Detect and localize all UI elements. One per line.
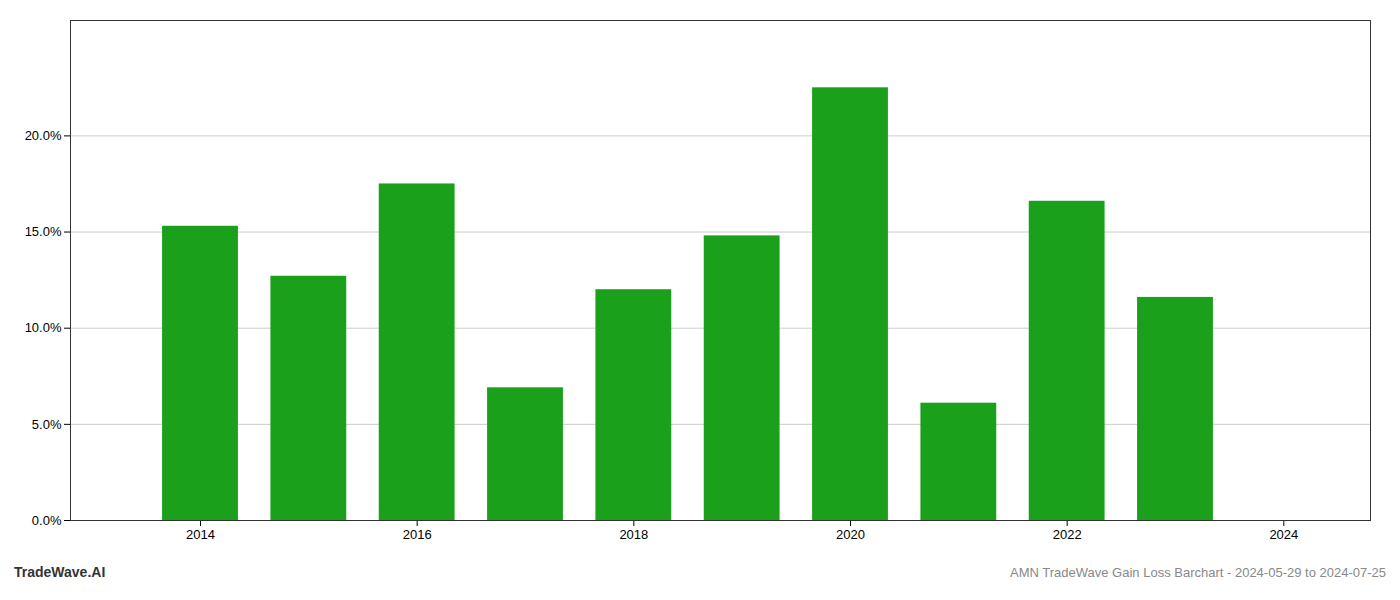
svg-text:2018: 2018: [619, 527, 648, 542]
svg-text:15.0%: 15.0%: [25, 224, 62, 239]
svg-text:2014: 2014: [186, 527, 215, 542]
svg-text:2022: 2022: [1053, 527, 1082, 542]
html-text:AMN TradeWave Gain Loss Barcha: AMN TradeWave Gain Loss Barchart - 2024-…: [1010, 565, 1386, 580]
svg-text:2016: 2016: [403, 527, 432, 542]
html-text:TradeWave.AI: TradeWave.AI: [14, 564, 106, 580]
svg-text:5.0%: 5.0%: [32, 417, 62, 432]
svg-text:20.0%: 20.0%: [25, 128, 62, 143]
svg-text:10.0%: 10.0%: [25, 320, 62, 335]
svg-text:2024: 2024: [1269, 527, 1298, 542]
svg-text:2020: 2020: [836, 527, 865, 542]
svg-text:0.0%: 0.0%: [32, 513, 62, 528]
